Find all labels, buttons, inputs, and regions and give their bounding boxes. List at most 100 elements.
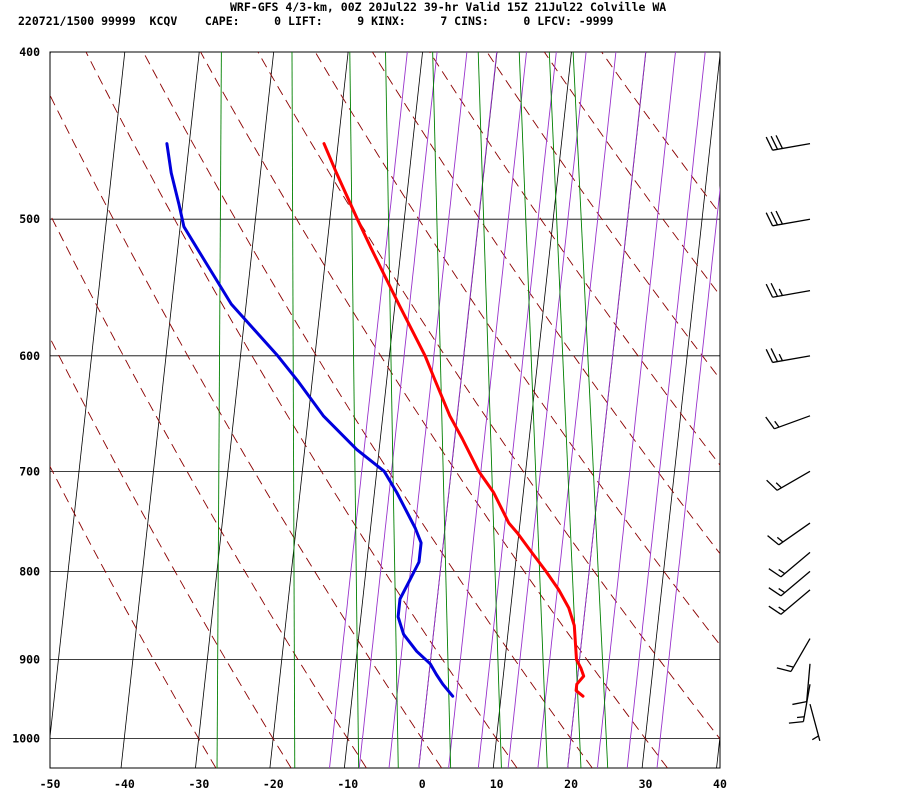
chart-title: WRF-GFS 4/3-km, 00Z 20Jul22 39-hr Valid … — [230, 0, 667, 14]
isotherm-line — [120, 52, 200, 768]
wind-barb — [792, 663, 811, 706]
x-tick-label: 40 — [713, 777, 727, 791]
barb-feather — [765, 136, 774, 151]
barb-feather — [792, 701, 807, 706]
wind-barb — [765, 348, 811, 364]
barb-feather — [768, 605, 782, 615]
barb-feather — [770, 348, 779, 362]
dry-adiabat — [200, 52, 668, 768]
barb-feather — [770, 282, 779, 297]
barb-staff — [772, 355, 811, 364]
barb-half-feather — [778, 587, 786, 594]
y-tick-label: 600 — [19, 349, 40, 363]
barb-feather — [775, 210, 784, 225]
x-tick-label: 20 — [564, 777, 578, 791]
wind-barb — [765, 282, 811, 298]
barb-staff — [774, 415, 811, 430]
moist-adiabat — [656, 185, 720, 768]
barb-half-feather — [778, 606, 786, 612]
moist-adiabat — [418, 52, 498, 768]
wind-barb — [776, 638, 811, 673]
dry-adiabat — [486, 52, 720, 380]
y-tick-label: 700 — [19, 464, 40, 478]
wind-barb — [765, 415, 811, 430]
y-tick-label: 400 — [19, 45, 40, 59]
barb-feather — [765, 416, 775, 430]
barb-feather — [766, 479, 778, 491]
moist-adiabat — [388, 52, 468, 768]
barb-feather — [765, 212, 774, 227]
moist-adiabat — [448, 52, 527, 768]
x-tick-label: -50 — [40, 777, 61, 791]
barb-staff — [802, 684, 811, 722]
barb-feather — [765, 349, 774, 363]
barb-half-feather — [778, 288, 784, 296]
barb-half-feather — [786, 664, 794, 668]
mixing-ratio-line — [385, 52, 399, 768]
barb-staff — [806, 663, 811, 702]
barb-feather — [768, 587, 782, 597]
barb-half-feather — [775, 482, 782, 489]
wind-barb — [809, 703, 821, 741]
sounding-indices: 220721/1500 99999 KCQV CAPE: 0 LIFT: 9 K… — [18, 14, 614, 28]
isotherm-line — [492, 52, 572, 768]
x-tick-label: -20 — [263, 777, 284, 791]
isotherm-line — [195, 52, 275, 768]
barb-staff — [778, 522, 811, 546]
moist-adiabat — [626, 52, 706, 768]
barb-feather — [776, 667, 792, 673]
y-tick-label: 1000 — [12, 732, 40, 746]
mixing-ratio-line — [349, 52, 360, 768]
wind-barb — [766, 470, 811, 491]
barb-staff — [790, 638, 811, 672]
wind-barb — [768, 589, 811, 615]
barb-staff — [780, 551, 811, 578]
isotherm-line — [50, 52, 126, 741]
barb-feather — [767, 535, 780, 546]
isotherm-line — [791, 52, 869, 768]
temperature-profile — [322, 142, 586, 698]
mixing-ratio-line — [432, 52, 452, 768]
wind-barb — [768, 551, 811, 578]
isotherm-line — [343, 52, 423, 768]
mixing-ratio-line — [291, 52, 296, 768]
dry-adiabat — [50, 337, 292, 768]
barb-staff — [772, 142, 811, 151]
barb-half-feather — [774, 420, 780, 428]
barb-staff — [780, 589, 811, 615]
mixing-ratio-line — [572, 52, 609, 768]
moist-adiabat — [597, 52, 676, 768]
barb-feather — [765, 283, 774, 298]
moist-adiabat — [477, 52, 557, 768]
dry-adiabat — [50, 213, 367, 768]
barb-staff — [772, 218, 811, 227]
moist-adiabat — [567, 52, 647, 768]
wind-barb — [767, 522, 811, 546]
isotherm-line — [716, 732, 720, 768]
profiles — [165, 142, 586, 698]
barb-feather — [770, 135, 779, 150]
mixing-ratio-line — [477, 52, 502, 768]
dry-adiabat — [50, 94, 443, 768]
y-tick-label: 500 — [19, 212, 40, 226]
adiabats — [50, 52, 720, 768]
moist-adiabat — [507, 52, 587, 768]
wind-barbs — [765, 135, 821, 741]
mixing-ratio-line — [518, 52, 548, 768]
x-tick-label: 10 — [490, 777, 504, 791]
x-tick-label: -40 — [114, 777, 135, 791]
barb-staff — [772, 289, 811, 298]
dry-adiabat — [601, 52, 720, 215]
barb-staff — [780, 570, 811, 597]
wind-barb — [765, 135, 811, 151]
x-tick-label: 0 — [419, 777, 426, 791]
dry-adiabat — [314, 52, 720, 646]
dry-adiabat — [543, 52, 720, 297]
barb-feather — [770, 211, 779, 226]
barb-staff — [809, 703, 821, 741]
dry-adiabat — [142, 52, 593, 768]
wind-barb — [788, 684, 811, 724]
grid — [50, 52, 869, 768]
moist-adiabat — [537, 52, 617, 768]
